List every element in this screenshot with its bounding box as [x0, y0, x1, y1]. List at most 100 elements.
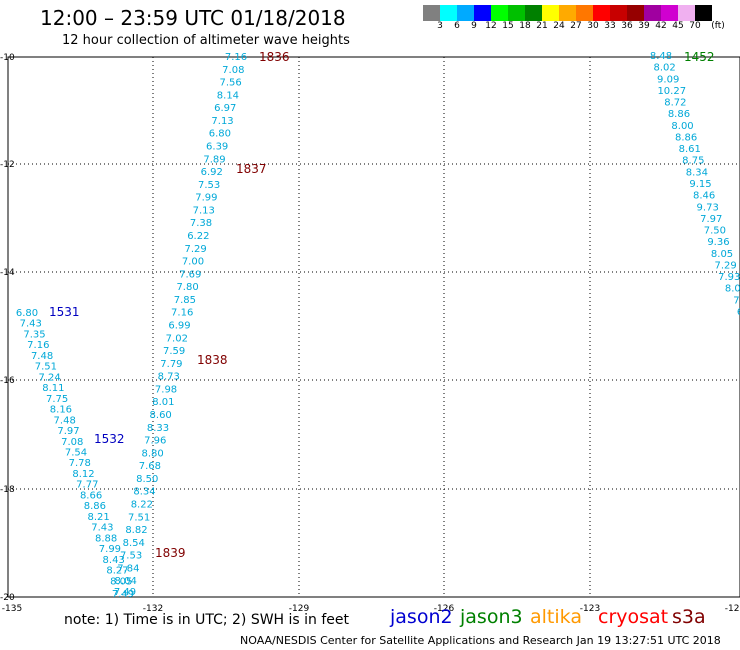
legend-label: 3 — [437, 21, 443, 31]
legend-label: 45 — [672, 21, 684, 31]
wave-height-label: 7.99 — [195, 193, 217, 204]
legend-swatch — [678, 5, 695, 21]
footer-credit: NOAA/NESDIS Center for Satellite Applica… — [240, 634, 721, 647]
legend-label: (ft) — [711, 21, 725, 31]
wave-height-label: 9.09 — [657, 74, 679, 85]
wave-height-label: 7.53 — [120, 551, 142, 562]
wave-height-label: 8.75 — [682, 156, 704, 167]
time-label: 1839 — [155, 546, 186, 560]
time-label: 1836 — [259, 50, 290, 64]
wave-height-label: 7.13 — [211, 116, 233, 127]
wave-height-label: 7.96 — [144, 436, 166, 447]
wave-height-label: 7.99 — [99, 544, 121, 555]
x-tick-label: -129 — [289, 604, 310, 614]
wave-height-label: 7.78 — [69, 458, 91, 469]
wave-height-label: 7.00 — [182, 257, 204, 268]
wave-height-label: 8.80 — [141, 448, 163, 459]
wave-height-label: 7.69 — [179, 269, 201, 280]
wave-height-label: 8.86 — [675, 132, 697, 143]
wave-height-label: 7.80 — [176, 282, 198, 293]
wave-height-label: 7.08 — [222, 65, 244, 76]
color-scale-labels: 3 6 9 12 15 18 21 24 27 30 33 36 39 42 45 70 (ft) — [423, 21, 740, 35]
legend-label: 30 — [587, 21, 599, 31]
legend-swatch — [440, 5, 457, 21]
wave-height-label: 8.16 — [50, 405, 72, 416]
wave-height-label: 6.92 — [201, 167, 223, 178]
wave-height-label: 7.24 — [38, 372, 60, 383]
wave-height-label: 8.60 — [150, 410, 172, 421]
wave-height-label: 8.61 — [679, 144, 701, 155]
wave-height-label: 7.50 — [704, 226, 726, 237]
wave-height-label: 8.05 — [711, 249, 733, 260]
y-tick-label: -20 — [0, 593, 15, 603]
wave-height-label: 8.43 — [103, 555, 125, 566]
wave-height-label: 9.36 — [707, 237, 729, 248]
legend-label: 21 — [536, 21, 548, 31]
wave-height-label: 8.66 — [80, 490, 102, 501]
time-label: 1452 — [684, 50, 715, 64]
wave-height-label: 8.82 — [125, 525, 147, 536]
wave-height-label: 8.48 — [650, 51, 672, 62]
legend-label: 33 — [604, 21, 616, 31]
wave-height-label: 7.68 — [139, 461, 161, 472]
wave-height-label: 8.72 — [664, 98, 686, 109]
legend-swatch — [559, 5, 576, 21]
wave-height-label: 8.27 — [106, 566, 128, 577]
wave-height-label: 7.54 — [65, 448, 87, 459]
wave-height-label: 7.51 — [128, 512, 150, 523]
legend-swatch — [576, 5, 593, 21]
wave-height-label: 7.43 — [20, 319, 42, 330]
wave-height-label: 8.00 — [671, 121, 693, 132]
wave-height-label: 7.08 — [61, 437, 83, 448]
wave-height-label: 9.15 — [689, 179, 711, 190]
legend-swatch — [457, 5, 474, 21]
time-label: 1837 — [236, 162, 267, 176]
wave-height-label: 8.02 — [653, 63, 675, 74]
wave-height-label: 8.01 — [152, 397, 174, 408]
wave-height-label: 8.21 — [87, 512, 109, 523]
wave-height-label: 8.12 — [72, 469, 94, 480]
satellite-label: altika — [530, 606, 582, 628]
wave-height-label: 7.49 — [114, 587, 136, 598]
note-text: note: 1) Time is in UTC; 2) SWH is in fe… — [64, 612, 350, 628]
wave-height-label: 8.86 — [668, 109, 690, 120]
wave-height-label: 7.85 — [174, 295, 196, 306]
x-tick-label: -120 — [725, 604, 740, 614]
wave-height-label: 8.22 — [131, 500, 153, 511]
wave-height-label: 7.49 — [112, 589, 134, 600]
legend-swatch — [525, 5, 542, 21]
wave-height-label: 6.22 — [187, 231, 209, 242]
wave-height-label: 7.35 — [23, 329, 45, 340]
legend-label: 9 — [471, 21, 477, 31]
wave-height-label: 8.04 — [115, 576, 137, 587]
color-scale-legend — [423, 5, 712, 21]
x-tick-label: -132 — [143, 604, 163, 614]
wave-height-label: 7.02 — [166, 333, 188, 344]
wave-height-label: 9.73 — [697, 202, 719, 213]
wave-height-label: 7 — [733, 295, 739, 306]
wave-height-label: 10.27 — [657, 86, 686, 97]
wave-height-label: 6.80 — [16, 308, 38, 319]
x-tick-label: -123 — [580, 604, 600, 614]
wave-height-label: 6.39 — [206, 142, 228, 153]
legend-label: 70 — [689, 21, 701, 31]
y-tick-label: -12 — [0, 160, 15, 170]
wave-height-label: 7.43 — [91, 523, 113, 534]
map-subtitle: 12 hour collection of altimeter wave hei… — [62, 33, 350, 48]
x-tick-label: -135 — [2, 604, 22, 614]
legend-label: 15 — [502, 21, 514, 31]
wave-height-label: 7.98 — [155, 384, 177, 395]
wave-height-label: 7.51 — [35, 362, 57, 373]
wave-height-label: 7.13 — [193, 205, 215, 216]
legend-swatch — [593, 5, 610, 21]
wave-height-label: 7.16 — [27, 340, 49, 351]
legend-swatch — [661, 5, 678, 21]
wave-height-label: 8.73 — [158, 372, 180, 383]
legend-swatch — [508, 5, 525, 21]
wave-height-label: 8.34 — [686, 167, 708, 178]
legend-swatch — [423, 5, 440, 21]
y-tick-label: -10 — [0, 53, 15, 63]
wave-height-label: 8.33 — [147, 423, 169, 434]
y-tick-label: -18 — [0, 485, 15, 495]
wave-height-label: 7.48 — [54, 415, 76, 426]
